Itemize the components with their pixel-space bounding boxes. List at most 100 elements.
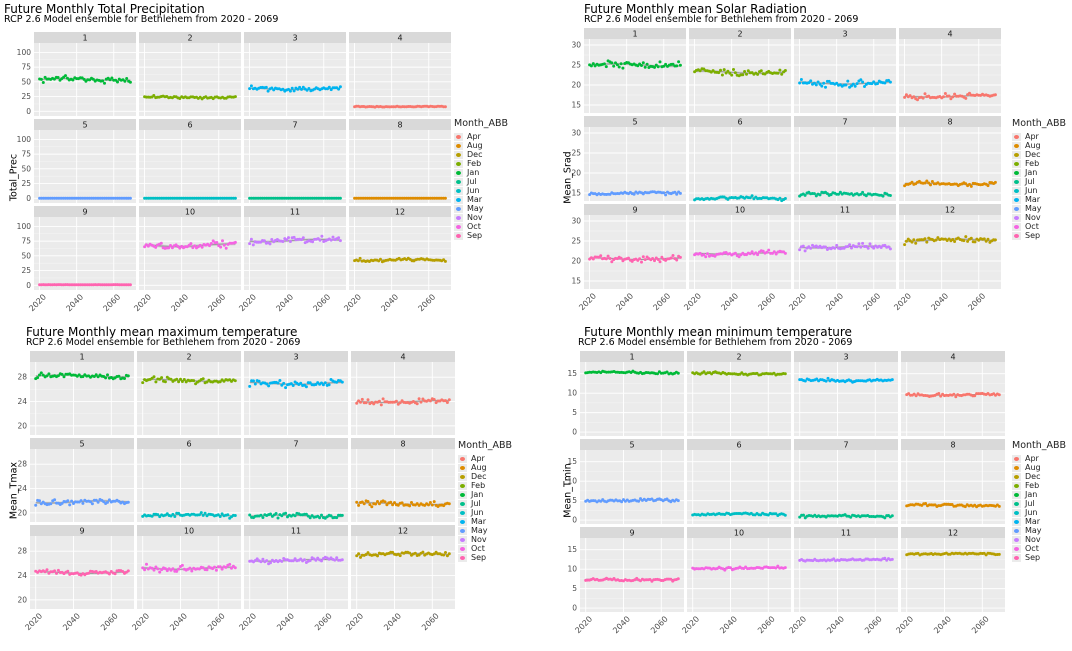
data-point	[620, 500, 624, 504]
data-point	[664, 62, 668, 66]
data-point	[230, 566, 233, 570]
panel-background	[34, 217, 136, 290]
chart-title: Future Monthly mean maximum temperature	[26, 325, 298, 339]
data-point	[126, 500, 130, 504]
legend-label: May	[467, 204, 484, 213]
data-point	[159, 241, 163, 245]
facet-label: 1	[629, 353, 634, 362]
data-point	[698, 251, 702, 255]
legend-label: Oct	[471, 544, 485, 553]
data-point	[863, 85, 866, 88]
data-point	[303, 558, 306, 562]
data-point	[888, 247, 892, 251]
facet-label: 3	[293, 353, 298, 362]
data-point	[812, 192, 816, 196]
data-point	[39, 77, 43, 81]
legend-title: Month_ABB	[454, 118, 509, 129]
data-point	[890, 378, 894, 382]
data-point	[722, 68, 726, 72]
data-point	[370, 505, 374, 509]
facet-panel: 1 15 20 25 30	[571, 28, 686, 113]
data-point	[799, 78, 803, 81]
panel-background	[584, 127, 686, 201]
data-point	[270, 238, 274, 241]
chart-solar-radiation: 1 15 20 25 30 2 3 4 5 15 20 25 30 6 7 8 9 15 20 25 30 2020 204…	[558, 2, 1070, 332]
legend-key	[458, 499, 467, 508]
facet-label: 7	[842, 118, 847, 127]
facet-strip	[899, 204, 1001, 215]
data-point	[656, 372, 659, 376]
facet-label: 5	[632, 118, 637, 127]
facet-label: 6	[187, 121, 192, 130]
data-point	[192, 379, 196, 383]
x-tick-label: 2040	[169, 292, 190, 313]
facet-strip	[139, 206, 241, 217]
facet-label: 11	[841, 529, 851, 538]
data-point	[706, 252, 709, 256]
data-point	[331, 235, 335, 239]
panel-background	[351, 449, 455, 522]
legend-label: Jun	[1025, 508, 1038, 517]
x-tick-label: 2040	[168, 611, 189, 632]
data-point	[270, 86, 274, 90]
facet-strip	[244, 32, 346, 43]
data-point	[169, 244, 172, 247]
y-tick-label: 75	[21, 63, 31, 72]
facet-strip	[689, 204, 791, 215]
data-point	[288, 240, 292, 243]
data-point	[280, 559, 284, 563]
data-point	[671, 62, 675, 66]
data-point	[803, 379, 807, 383]
data-point	[859, 245, 863, 249]
facet-panel: 8	[899, 116, 1001, 201]
x-tick-label: 2020	[237, 292, 258, 313]
data-point	[962, 239, 966, 243]
y-tick-label: 24	[17, 571, 27, 580]
data-point	[783, 513, 787, 517]
x-tick-label: 2020	[27, 292, 48, 313]
x-tick-label: 2020	[787, 291, 808, 312]
data-point	[219, 245, 223, 249]
data-point	[816, 80, 820, 84]
legend-item: Jul	[1012, 499, 1066, 508]
facet-strip	[244, 206, 346, 217]
data-point	[314, 558, 318, 562]
data-point	[733, 71, 737, 75]
x-tick-label: 2040	[932, 614, 953, 635]
data-point	[233, 514, 237, 517]
x-tick-label: 2040	[611, 614, 632, 635]
facet-strip	[794, 28, 896, 39]
data-point	[66, 499, 70, 503]
data-point	[851, 82, 855, 86]
data-point	[94, 498, 98, 502]
legend-item: Nov	[1012, 213, 1066, 222]
data-point	[267, 384, 271, 388]
data-point	[141, 566, 145, 570]
data-point	[656, 258, 660, 261]
data-point	[55, 571, 58, 575]
data-point	[818, 193, 822, 197]
data-point	[152, 568, 156, 572]
data-point	[419, 400, 423, 404]
data-point	[610, 260, 614, 264]
data-point	[108, 78, 112, 82]
facet-strip	[351, 525, 455, 536]
data-point	[177, 567, 181, 571]
data-point	[968, 182, 971, 186]
data-point	[675, 192, 679, 196]
legend-key	[454, 213, 463, 222]
legend-label: Jul	[467, 177, 477, 186]
x-tick-label: 2020	[23, 611, 44, 632]
data-point	[308, 381, 312, 385]
legend-key	[1012, 553, 1021, 562]
plot-area: 1 15 20 25 30 2 3 4 5 15 20 25 30 6 7 8 9 15 20 25 30 2020 204…	[571, 28, 1001, 312]
panel-background	[30, 362, 134, 435]
data-point	[311, 240, 315, 244]
data-point	[355, 554, 359, 558]
facet-label: 10	[184, 527, 194, 536]
x-tick-label: 2020	[132, 292, 153, 313]
data-point	[835, 81, 839, 85]
data-point	[173, 515, 177, 518]
data-point	[66, 569, 70, 573]
y-tick-label: 10	[567, 477, 577, 486]
